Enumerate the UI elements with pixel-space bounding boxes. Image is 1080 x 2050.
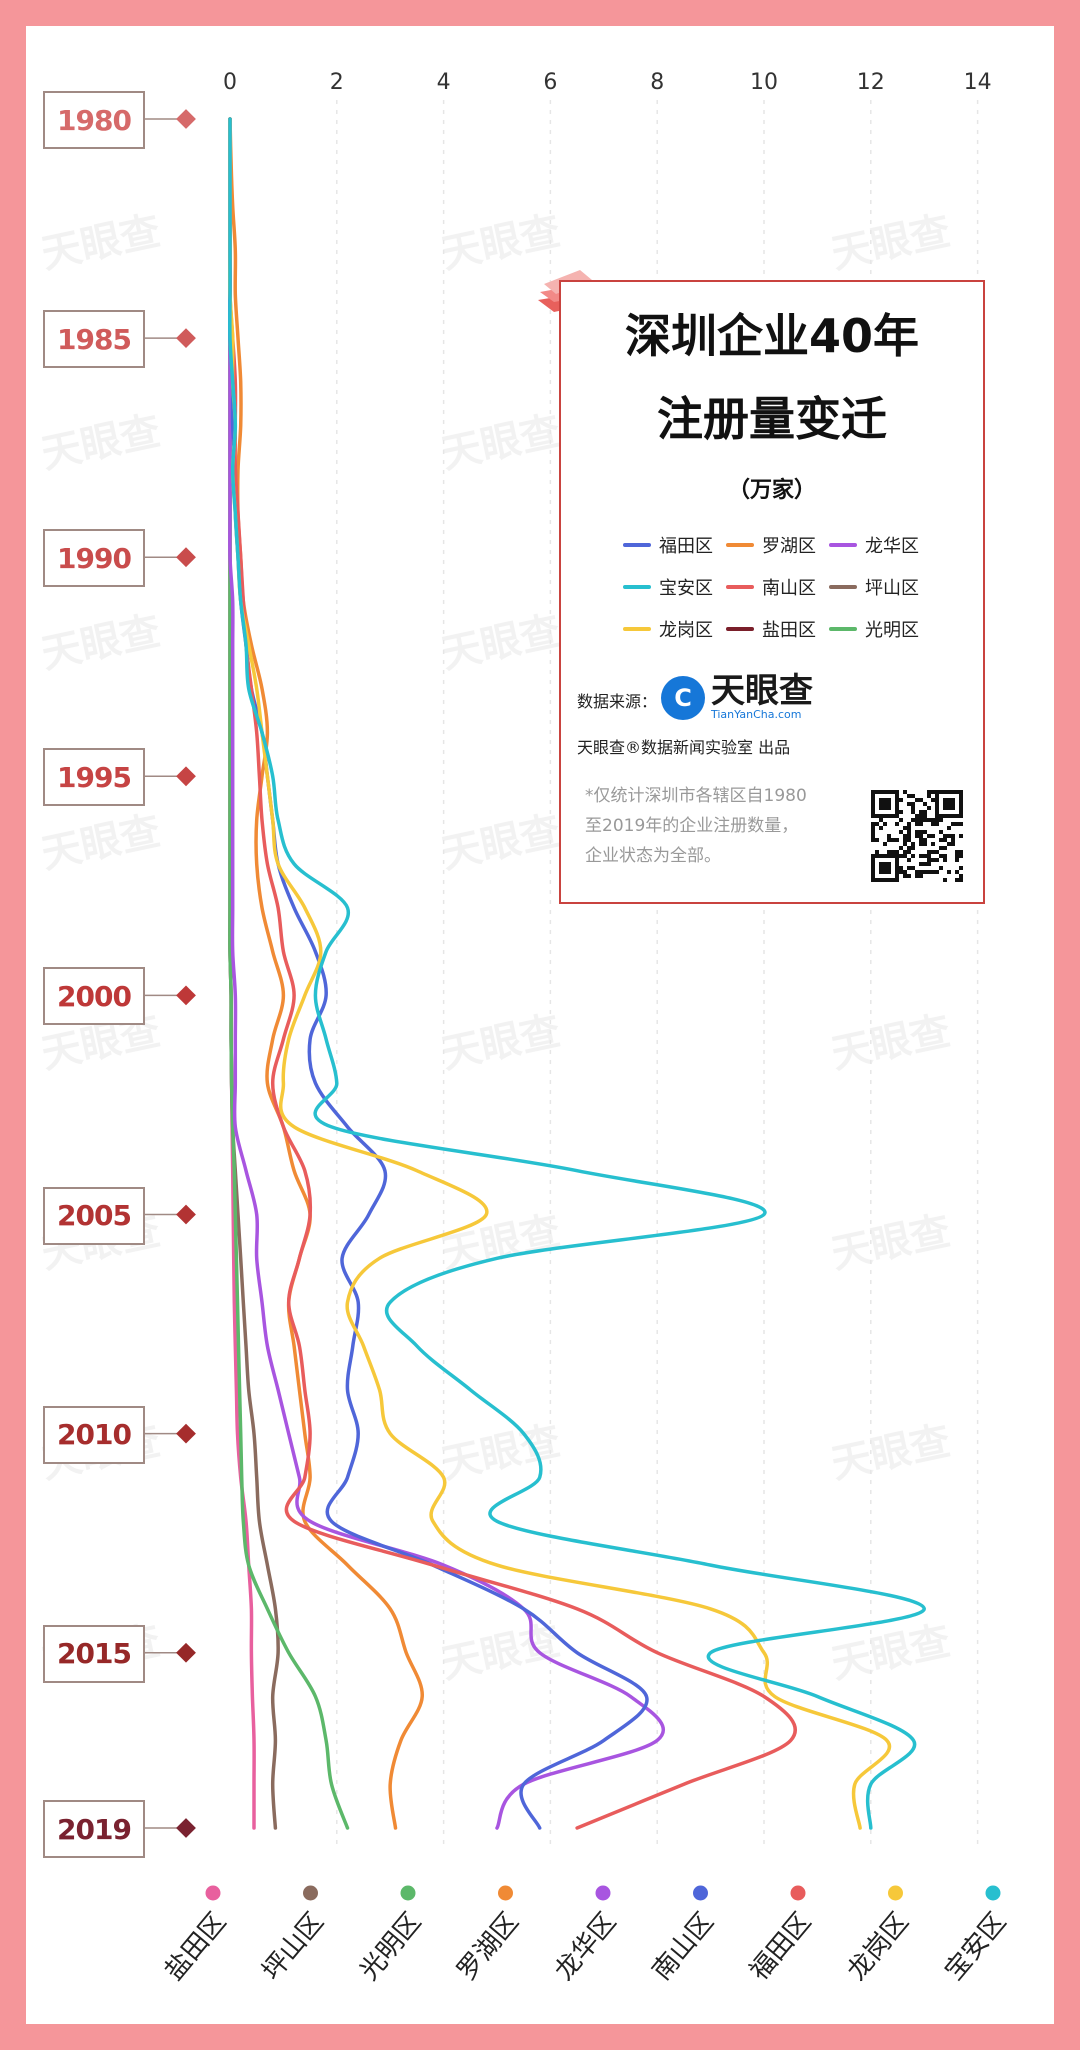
district-dot <box>400 1885 416 1901</box>
year-diamond <box>176 109 196 129</box>
chart-title: 深圳企业40年 注册量变迁 <box>561 310 983 476</box>
year-label: 1990 <box>43 529 145 588</box>
legend-item: 福田区 <box>623 532 713 558</box>
legend-swatch <box>829 543 857 547</box>
legend-label: 南山区 <box>762 578 816 599</box>
x-tick-label: 4 <box>437 70 451 95</box>
x-tick-label: 14 <box>964 70 992 95</box>
credit-text: 天眼查®数据新闻实验室 出品 <box>577 738 791 757</box>
x-tick-label: 12 <box>857 70 885 95</box>
legend-item: 罗湖区 <box>726 532 816 558</box>
district-label: 龙华区 <box>549 1907 622 1986</box>
legend-item: 光明区 <box>829 616 919 642</box>
x-tick-label: 10 <box>750 70 778 95</box>
district-label: 盐田区 <box>159 1907 232 1986</box>
info-panel: 深圳企业40年 注册量变迁 （万家） 福田区 罗湖区 龙华区宝安区 南山区 坪山区龙岗区… <box>559 280 985 904</box>
legend-label: 光明区 <box>865 620 919 641</box>
district-label: 南山区 <box>647 1907 720 1986</box>
legend-label: 福田区 <box>659 536 713 557</box>
legend-swatch <box>623 543 651 547</box>
tianyancha-logo-icon: C <box>661 675 705 720</box>
footnote: *仅统计深圳市各辖区自1980至2019年的企业注册数量，企业状态为全部。 <box>585 786 807 866</box>
x-tick-label: 0 <box>223 70 237 95</box>
legend-label: 坪山区 <box>865 578 919 599</box>
legend-swatch <box>726 627 754 631</box>
series-line-罗湖区 <box>228 117 424 1830</box>
legend-swatch <box>829 627 857 631</box>
district-label: 龙岗区 <box>842 1907 915 1986</box>
legend-swatch <box>623 585 651 589</box>
x-tick-label: 8 <box>650 70 664 95</box>
legend-label: 龙华区 <box>865 536 919 557</box>
legend-item: 龙岗区 <box>623 616 713 642</box>
legend-item: 坪山区 <box>829 574 919 600</box>
legend-item: 盐田区 <box>726 616 816 642</box>
legend-swatch <box>829 585 857 589</box>
legend-item: 宝安区 <box>623 574 713 600</box>
legend-label: 龙岗区 <box>659 620 713 641</box>
brand-name: 天眼查 <box>711 671 813 711</box>
district-label: 罗湖区 <box>452 1907 525 1986</box>
title-line-1: 深圳企业40年 <box>624 309 919 363</box>
title-line-2: 注册量变迁 <box>657 391 887 446</box>
qr-code-icon <box>871 790 963 882</box>
district-dot <box>595 1885 611 1901</box>
legend-label: 宝安区 <box>659 578 713 599</box>
series-line-宝安区 <box>228 117 926 1830</box>
series-line-坪山区 <box>228 117 280 1830</box>
legend-swatch <box>726 585 754 589</box>
district-dot <box>985 1885 1001 1901</box>
legend-label: 罗湖区 <box>762 536 816 557</box>
legend-item: 龙华区 <box>829 532 919 558</box>
district-label: 宝安区 <box>939 1907 1012 1986</box>
year-label: 2000 <box>43 967 145 1026</box>
year-label: 1985 <box>43 310 145 369</box>
year-label: 2015 <box>43 1624 145 1683</box>
legend-item: 南山区 <box>726 574 816 600</box>
year-label: 1980 <box>43 91 145 149</box>
year-diamond <box>176 1204 196 1225</box>
district-dot <box>498 1885 513 1901</box>
x-tick-label: 6 <box>543 70 557 95</box>
brand-logo: C 天眼查 TianYanCha.com <box>661 674 813 721</box>
year-diamond <box>176 1642 196 1663</box>
legend-label: 盐田区 <box>762 620 816 641</box>
year-label: 2010 <box>43 1405 145 1464</box>
district-dot <box>693 1885 708 1901</box>
district-dot <box>205 1885 221 1901</box>
year-label: 2019 <box>43 1800 145 1858</box>
district-label: 光明区 <box>354 1907 427 1986</box>
year-diamond <box>176 985 196 1006</box>
district-dot <box>303 1885 318 1901</box>
year-label: 2005 <box>43 1186 145 1245</box>
year-diamond <box>176 1423 196 1444</box>
legend-swatch <box>623 627 651 631</box>
district-dot <box>790 1885 806 1901</box>
year-diamond <box>176 328 196 349</box>
district-dot <box>888 1885 903 1901</box>
year-diamond <box>176 766 196 787</box>
x-tick-label: 2 <box>330 70 344 95</box>
unit-label: （万家） <box>727 478 816 503</box>
brand-url: TianYanCha.com <box>711 708 802 721</box>
year-diamond <box>176 1818 196 1838</box>
district-label: 坪山区 <box>257 1907 330 1986</box>
source-label: 数据来源： <box>577 692 658 711</box>
district-label: 福田区 <box>744 1907 817 1986</box>
year-label: 1995 <box>43 748 145 807</box>
year-diamond <box>176 547 196 568</box>
legend-swatch <box>726 543 754 547</box>
